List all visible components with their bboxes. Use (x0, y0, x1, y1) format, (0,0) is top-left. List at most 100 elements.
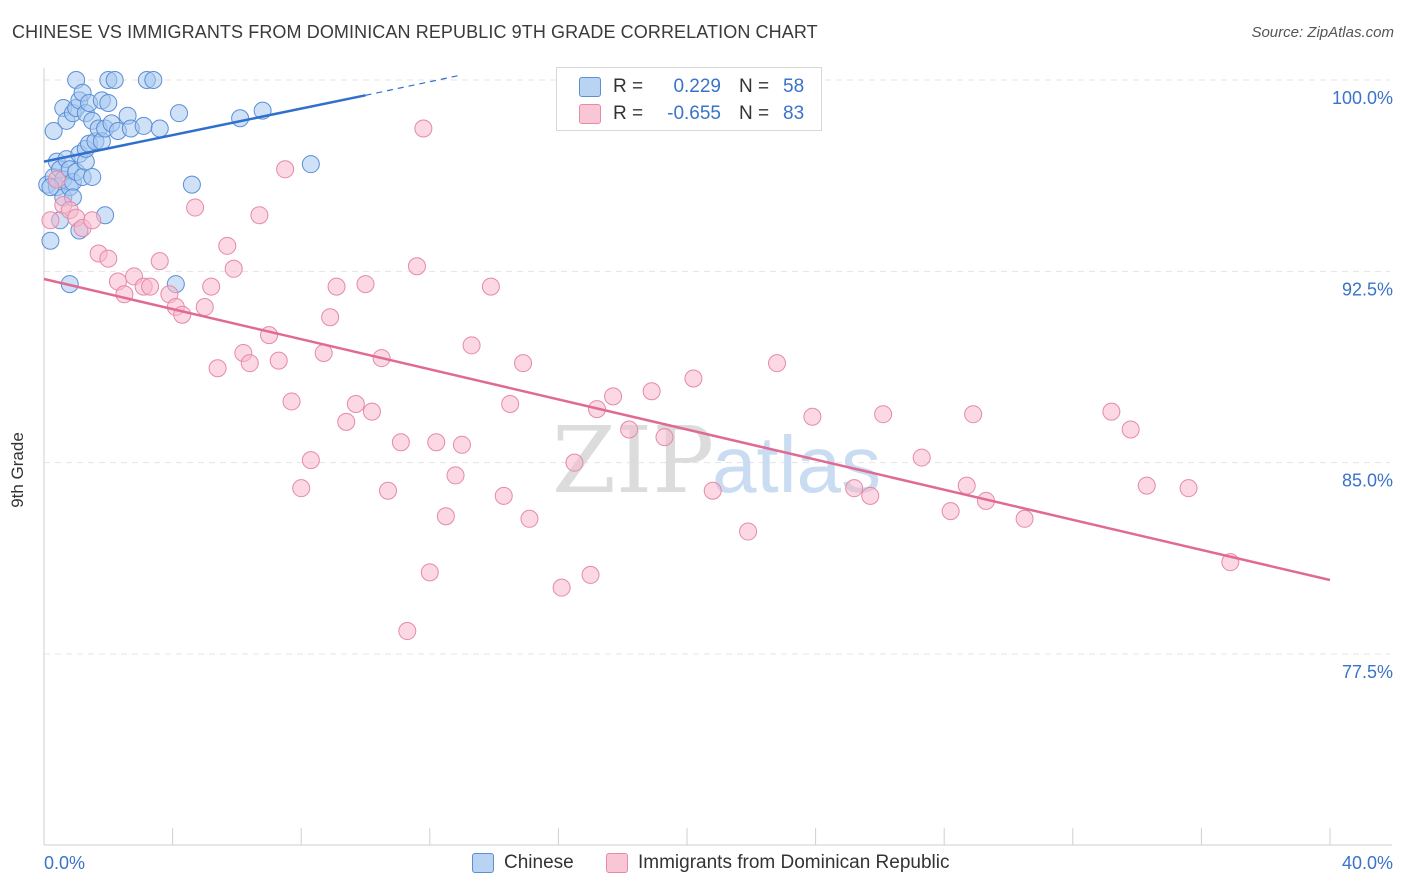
x-tick-label: 0.0% (44, 853, 85, 873)
dominican-point (356, 275, 375, 294)
chart-title: CHINESE VS IMMIGRANTS FROM DOMINICAN REP… (12, 22, 818, 42)
chinese-point (99, 93, 118, 112)
dominican-point (861, 486, 880, 505)
dominican-point (414, 119, 433, 138)
legend-n-value: 83 (783, 103, 805, 124)
chinese-point (83, 167, 102, 186)
bottom-legend-chinese: Chinese (472, 852, 574, 874)
chinese-trend-extension (365, 74, 463, 96)
dominican-trend-line (43, 277, 1331, 582)
dominican-point (337, 412, 356, 431)
legend-n-label: N = (739, 76, 770, 97)
dominican-point (150, 252, 169, 271)
dominican-point (620, 420, 639, 439)
dominican-point (655, 428, 674, 447)
bottom-legend-swatch-dominican (606, 853, 628, 873)
dominican-point (520, 509, 539, 528)
chinese-point (301, 155, 320, 174)
dominican-point (41, 211, 60, 230)
bottom-legend: Chinese Immigrants from Dominican Republ… (0, 852, 1406, 878)
dominican-point (186, 198, 205, 217)
source-credit: Source: ZipAtlas.com (1251, 24, 1394, 41)
dominican-point (276, 160, 295, 179)
dominican-point (282, 392, 301, 411)
dominican-point (1179, 479, 1198, 498)
dominican-point (436, 507, 455, 526)
dominican-point (218, 236, 237, 255)
dominican-point (240, 354, 259, 373)
legend-box: R = 0.229 N = 58 R = -0.655 N = 83 (556, 67, 822, 131)
dominican-point (803, 407, 822, 426)
dominican-point (446, 466, 465, 485)
x-tick-label: 40.0% (1342, 853, 1393, 873)
dominican-point (642, 382, 661, 401)
dominican-point (202, 277, 221, 296)
bottom-legend-label-dominican: Immigrants from Dominican Republic (638, 852, 950, 873)
chinese-trend-line (43, 94, 366, 163)
dominican-point (739, 522, 758, 541)
y-tick-label: 100.0% (1332, 88, 1393, 108)
dominican-point (514, 354, 533, 373)
legend-swatch-chinese (579, 77, 601, 97)
legend-r-value: 0.229 (673, 76, 721, 97)
y-tick-label: 92.5% (1342, 279, 1393, 299)
legend-r-label: R = (613, 76, 644, 97)
dominican-point (327, 277, 346, 296)
bottom-legend-label-chinese: Chinese (504, 852, 574, 873)
dominican-point (292, 479, 311, 498)
dominican-point (141, 277, 160, 296)
dominican-point (224, 259, 243, 278)
dominican-point (321, 308, 340, 327)
dominican-point (462, 336, 481, 355)
legend-r-value: -0.655 (667, 103, 721, 124)
dominican-point (1102, 402, 1121, 421)
dominican-point (301, 451, 320, 470)
dominican-point (195, 298, 214, 317)
dominican-point (420, 563, 439, 582)
chinese-point (150, 119, 169, 138)
y-axis-label: 9th Grade (8, 432, 27, 508)
legend-n-label: N = (739, 103, 770, 124)
dominican-point (269, 351, 288, 370)
legend-row-chinese: R = 0.229 N = 58 (579, 74, 804, 100)
dominican-point (494, 486, 513, 505)
chinese-point (134, 116, 153, 135)
axis-layer (43, 68, 1392, 846)
dominican-point (684, 369, 703, 388)
tick-label-layer: 77.5% 85.0% 92.5% 100.0% 0.0% 40.0% (44, 88, 1393, 873)
dominican-point (208, 359, 227, 378)
dominican-point (427, 433, 446, 452)
dominican-point (346, 394, 365, 413)
y-tick-label: 77.5% (1342, 662, 1393, 682)
points-layer (38, 71, 1240, 641)
chinese-point (41, 231, 60, 250)
dominican-point (379, 481, 398, 500)
dominican-point (1137, 476, 1156, 495)
chinese-point (182, 175, 201, 194)
dominican-point (565, 453, 584, 472)
dominican-point (912, 448, 931, 467)
dominican-point (768, 354, 787, 373)
dominican-point (83, 211, 102, 230)
dominican-point (552, 578, 571, 597)
dominican-point (47, 170, 66, 189)
dominican-point (874, 405, 893, 424)
dominican-point (957, 476, 976, 495)
legend-r-label: R = (613, 103, 644, 124)
dominican-point (604, 387, 623, 406)
dominican-point (1015, 509, 1034, 528)
legend-swatch-dominican (579, 104, 601, 124)
chinese-point (144, 71, 163, 89)
trend-layer (43, 74, 1331, 582)
dominican-point (391, 433, 410, 452)
dominican-point (362, 402, 381, 421)
legend-n-value: 58 (783, 76, 805, 97)
chinese-point (44, 122, 63, 141)
legend-row-dominican: R = -0.655 N = 83 (579, 101, 804, 127)
bottom-legend-dominican: Immigrants from Dominican Republic (606, 852, 950, 874)
dominican-point (703, 481, 722, 500)
dominican-point (452, 435, 471, 454)
dominican-point (845, 479, 864, 498)
dominican-point (964, 405, 983, 424)
